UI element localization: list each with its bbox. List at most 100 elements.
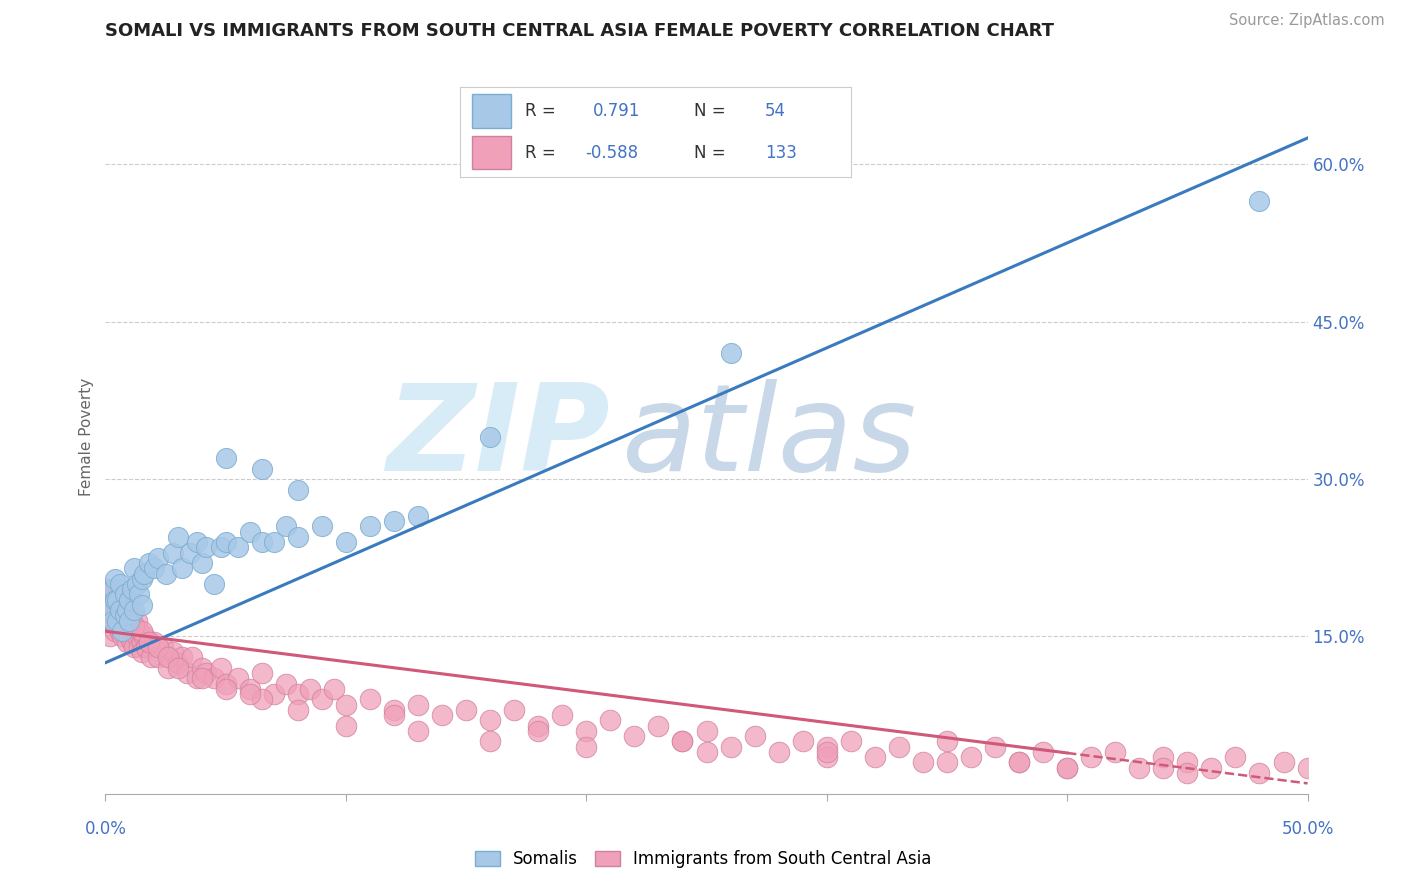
Point xyxy=(138,634,160,648)
Point xyxy=(101,598,124,612)
Point xyxy=(131,634,153,648)
Point xyxy=(1296,761,1319,775)
Point xyxy=(250,666,273,681)
Point xyxy=(1056,761,1078,775)
Point xyxy=(671,734,693,748)
Point xyxy=(132,630,155,644)
Point xyxy=(124,561,146,575)
Point xyxy=(936,756,959,770)
Point xyxy=(124,619,146,633)
Point xyxy=(124,624,146,639)
Text: Source: ZipAtlas.com: Source: ZipAtlas.com xyxy=(1229,13,1385,29)
Point xyxy=(121,614,143,628)
Point xyxy=(250,692,273,706)
Point xyxy=(503,703,526,717)
Point xyxy=(1056,761,1078,775)
Point xyxy=(111,630,134,644)
Point xyxy=(98,582,121,597)
Point xyxy=(115,634,138,648)
Point xyxy=(671,734,693,748)
Point xyxy=(108,603,131,617)
Point xyxy=(132,566,155,581)
Point xyxy=(118,603,141,617)
Point xyxy=(250,535,273,549)
Point xyxy=(138,634,160,648)
Point xyxy=(1201,761,1223,775)
Point xyxy=(214,676,236,690)
Point xyxy=(114,624,136,639)
Point xyxy=(166,656,188,670)
Text: ZIP: ZIP xyxy=(387,378,610,496)
Point xyxy=(335,719,357,733)
Point xyxy=(382,703,405,717)
Point xyxy=(720,739,742,754)
Point xyxy=(551,708,574,723)
Point xyxy=(142,634,165,648)
Point xyxy=(114,608,136,623)
Point xyxy=(815,739,838,754)
Point xyxy=(195,666,218,681)
Point xyxy=(454,703,477,717)
Point xyxy=(139,650,162,665)
Point xyxy=(479,430,502,444)
Text: SOMALI VS IMMIGRANTS FROM SOUTH CENTRAL ASIA FEMALE POVERTY CORRELATION CHART: SOMALI VS IMMIGRANTS FROM SOUTH CENTRAL … xyxy=(105,22,1054,40)
Point xyxy=(128,640,150,654)
Point xyxy=(176,666,198,681)
Point xyxy=(335,535,357,549)
Point xyxy=(287,687,309,701)
Point xyxy=(599,714,621,728)
Point xyxy=(115,608,138,623)
Point xyxy=(1128,761,1150,775)
Point xyxy=(115,603,138,617)
Point xyxy=(744,729,766,743)
Point xyxy=(1032,745,1054,759)
Point xyxy=(190,672,212,686)
Point xyxy=(263,535,285,549)
Point xyxy=(815,750,838,764)
Point xyxy=(984,739,1007,754)
Point xyxy=(623,729,645,743)
Point xyxy=(138,556,160,570)
Point xyxy=(527,723,550,738)
Point xyxy=(124,640,146,654)
Point xyxy=(179,545,201,559)
Point xyxy=(148,550,170,565)
Point xyxy=(118,624,141,639)
Point xyxy=(114,598,136,612)
Point xyxy=(479,734,502,748)
Point xyxy=(479,714,502,728)
Point xyxy=(1104,745,1126,759)
Point xyxy=(108,577,131,591)
Point xyxy=(101,614,124,628)
Point xyxy=(239,687,262,701)
Point xyxy=(382,708,405,723)
Point xyxy=(131,572,153,586)
Point xyxy=(209,661,232,675)
Point xyxy=(156,650,179,665)
Point xyxy=(166,530,188,544)
Point xyxy=(696,723,718,738)
Point xyxy=(155,566,177,581)
Point xyxy=(239,681,262,696)
Point xyxy=(214,535,236,549)
Point xyxy=(98,603,121,617)
Point xyxy=(1175,765,1198,780)
Point xyxy=(274,676,297,690)
Point xyxy=(936,734,959,748)
Point xyxy=(1272,756,1295,770)
Point xyxy=(125,630,148,644)
Point xyxy=(322,681,344,696)
Point xyxy=(359,519,381,533)
Point xyxy=(166,661,188,675)
Point xyxy=(1080,750,1102,764)
Point xyxy=(111,624,134,639)
Point xyxy=(720,346,742,360)
Point xyxy=(190,556,212,570)
Point xyxy=(101,608,124,623)
Point xyxy=(104,624,127,639)
Point xyxy=(115,619,138,633)
Text: atlas: atlas xyxy=(623,378,918,496)
Point xyxy=(101,582,124,597)
Point xyxy=(101,592,124,607)
Point xyxy=(960,750,983,764)
